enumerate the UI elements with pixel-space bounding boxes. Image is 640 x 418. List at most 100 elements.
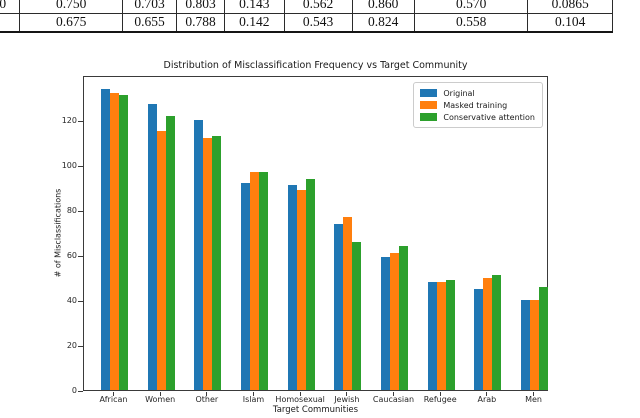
x-tick-mark bbox=[486, 392, 488, 396]
bar-conservative-attention bbox=[259, 171, 268, 390]
table-cell: 0.570 bbox=[413, 0, 529, 14]
bar-original bbox=[334, 223, 344, 390]
legend-item: Original bbox=[420, 87, 535, 99]
table-cell: 0.703 bbox=[122, 0, 177, 14]
x-tick-label: Refugee bbox=[423, 395, 457, 404]
x-tick-mark bbox=[533, 392, 535, 396]
y-tick-label: 0 bbox=[71, 386, 77, 395]
table-cell: 0 bbox=[0, 0, 21, 14]
results-table-fragment: 0 0.750 0.703 0.803 0.143 0.562 0.860 0.570 0.08… bbox=[0, 0, 613, 33]
x-tick-label: Jewish bbox=[334, 395, 360, 404]
bar-original bbox=[287, 185, 297, 390]
x-tick-mark bbox=[253, 392, 254, 396]
table-cell bbox=[0, 13, 21, 32]
y-tick-label: 60 bbox=[66, 251, 77, 260]
x-tick-label: Other bbox=[195, 395, 219, 404]
table-cell: 0.860 bbox=[351, 0, 415, 14]
y-tick-mark bbox=[78, 120, 83, 122]
bar-masked-training bbox=[110, 93, 119, 390]
table-cell: 0.675 bbox=[19, 13, 124, 32]
bar-conservative-attention bbox=[352, 241, 362, 390]
bar-conservative-attention bbox=[539, 286, 549, 390]
x-tick-mark bbox=[393, 392, 395, 396]
y-tick-label: 100 bbox=[61, 161, 77, 170]
x-tick-mark bbox=[439, 392, 441, 396]
y-axis-label: # of Misclassifications bbox=[53, 188, 63, 278]
plot-area: Original Masked training Conservative atte… bbox=[83, 76, 549, 391]
bar-conservative-attention bbox=[492, 275, 502, 390]
bar-conservative-attention bbox=[119, 95, 128, 390]
legend-swatch bbox=[420, 113, 438, 121]
chart-title: Distribution of Misclassification Freque… bbox=[163, 60, 468, 71]
y-tick-label: 80 bbox=[66, 206, 77, 215]
bar-masked-training bbox=[203, 138, 213, 390]
y-tick-mark bbox=[78, 255, 83, 257]
y-tick-mark bbox=[78, 345, 83, 347]
y-tick-mark bbox=[78, 390, 83, 392]
bar-conservative-attention bbox=[305, 178, 315, 390]
table-cell: 0.750 bbox=[19, 0, 124, 14]
table-cell: 0.543 bbox=[283, 13, 353, 32]
table-cell: 0.558 bbox=[413, 13, 529, 32]
x-tick-mark bbox=[299, 392, 301, 396]
bar-original bbox=[381, 257, 391, 390]
y-tick-label: 20 bbox=[66, 341, 77, 350]
y-tick-mark bbox=[78, 210, 83, 212]
table-row: 0.675 0.655 0.788 0.142 0.543 0.824 0.558 0.104 bbox=[0, 13, 613, 32]
table-cell: 0.143 bbox=[224, 0, 285, 14]
x-tick-label: Women bbox=[145, 395, 176, 404]
bar-masked-training bbox=[250, 171, 259, 390]
x-tick-label: Homosexual bbox=[275, 395, 325, 404]
x-tick-label: African bbox=[99, 395, 128, 404]
table-cell: 0.104 bbox=[527, 13, 613, 32]
y-tick-label: 40 bbox=[66, 296, 77, 305]
legend-swatch bbox=[420, 89, 438, 97]
x-tick-mark bbox=[206, 392, 208, 396]
bar-conservative-attention bbox=[165, 115, 175, 390]
bar-masked-training bbox=[296, 189, 306, 390]
x-tick-label: Islam bbox=[242, 395, 265, 404]
bar-original bbox=[241, 183, 250, 390]
bar-original bbox=[101, 88, 110, 390]
bar-masked-training bbox=[343, 216, 353, 390]
table-cell: 0.655 bbox=[122, 13, 177, 32]
x-tick-label: Caucasian bbox=[372, 395, 415, 404]
bar-original bbox=[427, 282, 437, 390]
bar-original bbox=[194, 120, 204, 390]
bar-masked-training bbox=[156, 131, 166, 390]
x-tick-mark bbox=[159, 392, 161, 396]
legend-label: Original bbox=[443, 88, 475, 98]
table-cell: 0.0865 bbox=[527, 0, 613, 14]
legend-item: Masked training bbox=[420, 99, 535, 111]
table-cell: 0.824 bbox=[351, 13, 415, 32]
bar-original bbox=[147, 104, 157, 390]
table-cell: 0.562 bbox=[283, 0, 353, 14]
x-tick-label: Men bbox=[525, 395, 542, 404]
bar-masked-training bbox=[436, 282, 446, 390]
legend-label: Masked training bbox=[443, 100, 508, 110]
table-cell: 0.788 bbox=[175, 13, 226, 32]
bar-masked-training bbox=[390, 252, 400, 390]
legend-item: Conservative attention bbox=[420, 111, 535, 123]
bar-conservative-attention bbox=[445, 279, 455, 390]
table-cell: 0.142 bbox=[224, 13, 285, 32]
table-cell: 0.803 bbox=[175, 0, 226, 14]
y-tick-label: 120 bbox=[61, 116, 77, 125]
bar-conservative-attention bbox=[399, 246, 409, 390]
x-tick-mark bbox=[346, 392, 348, 396]
table-row: 0 0.750 0.703 0.803 0.143 0.562 0.860 0.570 0.08… bbox=[0, 0, 613, 14]
x-tick-mark bbox=[113, 392, 114, 396]
x-axis-label: Target Communities bbox=[272, 405, 359, 415]
bar-masked-training bbox=[483, 277, 493, 390]
legend-swatch bbox=[420, 101, 438, 109]
bar-original bbox=[521, 300, 531, 390]
legend: Original Masked training Conservative atte… bbox=[413, 82, 543, 128]
x-tick-label: Arab bbox=[477, 395, 497, 404]
legend-label: Conservative attention bbox=[443, 112, 535, 122]
bar-masked-training bbox=[530, 300, 540, 390]
bar-original bbox=[474, 288, 484, 390]
y-tick-mark bbox=[78, 165, 83, 167]
bar-conservative-attention bbox=[212, 135, 222, 390]
y-tick-mark bbox=[78, 300, 83, 302]
